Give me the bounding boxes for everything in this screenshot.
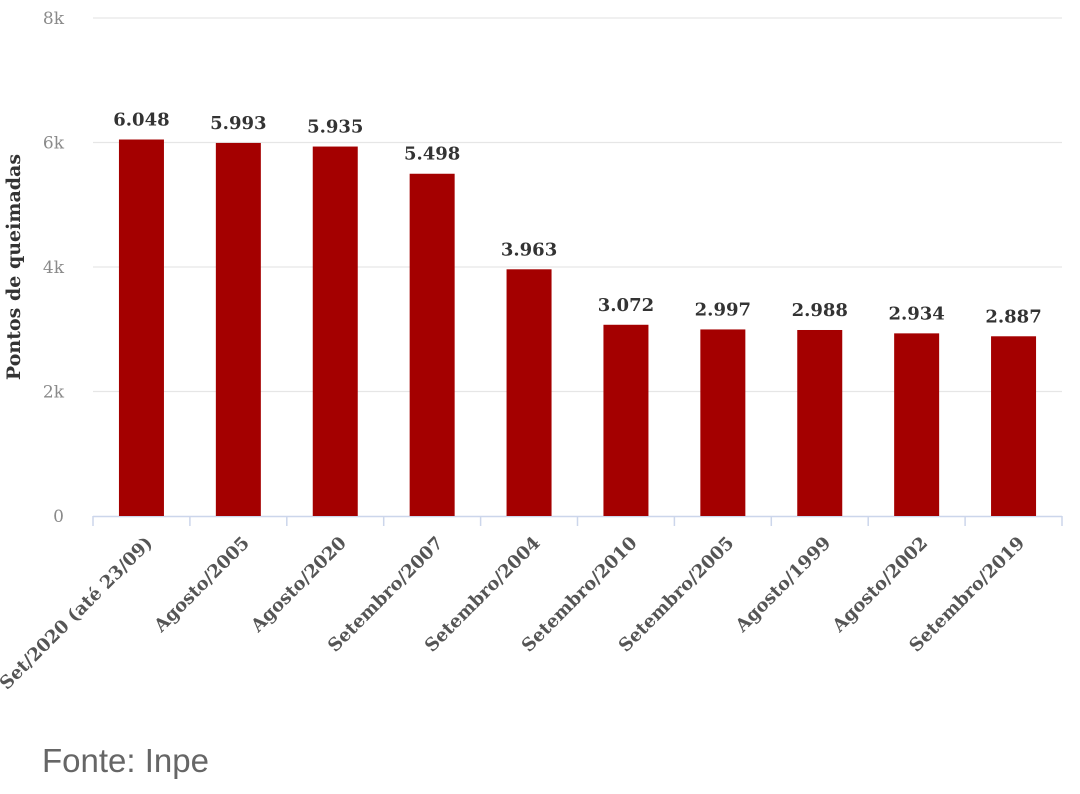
x-tick-label: Agosto/2005: [149, 533, 253, 637]
data-label: 6.048: [113, 110, 169, 131]
y-tick-label: 2k: [43, 383, 65, 403]
bar: [312, 146, 358, 516]
x-axis: [92, 515, 1063, 526]
y-axis-ticks: 0 2k 4k 6k 8k: [43, 9, 65, 527]
bar: [991, 336, 1037, 516]
data-label: 3.963: [501, 239, 557, 260]
y-tick-label: 4k: [43, 258, 65, 278]
bar: [215, 142, 261, 517]
data-label: 5.935: [307, 117, 363, 138]
data-label: 3.072: [598, 295, 654, 316]
source-note: Fonte: Inpe: [42, 742, 209, 779]
data-label: 5.498: [404, 144, 460, 165]
value-labels: 6.048 5.993 5.935 5.498 3.963 3.072 2.997 2.988…: [113, 110, 1041, 328]
bar: [118, 139, 164, 516]
x-tick-label: Agosto/1999: [731, 533, 835, 637]
bar: [409, 173, 455, 516]
data-label: 2.997: [695, 299, 751, 320]
bar: [506, 269, 552, 516]
data-label: 2.887: [985, 306, 1041, 327]
bar-chart: 0 2k 4k 6k 8k 6.048 5.993 5.935 5.498 3.963 3.072…: [0, 9, 1063, 694]
x-tick-label: Agosto/2002: [828, 533, 932, 637]
y-axis-title: Pontos de queimadas: [3, 154, 25, 380]
bars: [118, 139, 1037, 517]
category-labels: Set/2020 (até 23/09)Agosto/2005Agosto/20…: [0, 533, 1029, 694]
x-tick-label: Set/2020 (até 23/09): [0, 533, 157, 694]
bar: [894, 333, 940, 516]
x-tick-label: Agosto/2020: [246, 533, 350, 637]
bar: [603, 324, 649, 516]
bar: [700, 329, 746, 516]
y-tick-label: 6k: [43, 134, 65, 154]
y-tick-label: 0: [53, 507, 64, 527]
data-label: 5.993: [210, 113, 266, 134]
bar: [797, 329, 843, 516]
data-label: 2.988: [792, 300, 848, 321]
y-tick-label: 8k: [43, 9, 65, 29]
data-label: 2.934: [888, 303, 944, 324]
